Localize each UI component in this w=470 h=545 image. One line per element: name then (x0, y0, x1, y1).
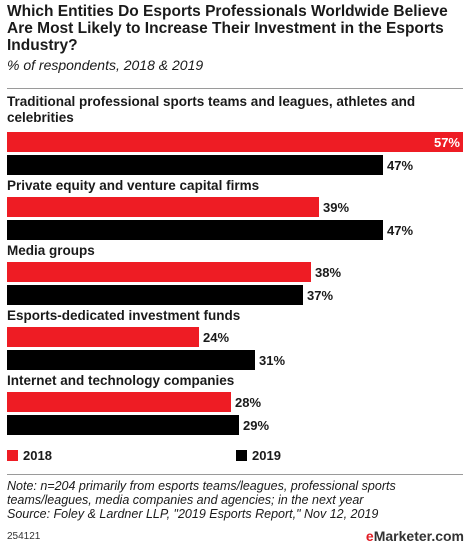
bar-chart: Traditional professional sports teams an… (7, 94, 463, 463)
data-label: 57% (434, 135, 460, 150)
chart-title: Which Entities Do Esports Professionals … (7, 3, 448, 54)
legend-swatch-2019 (236, 450, 247, 461)
legend-label-2019: 2019 (252, 448, 281, 463)
data-label: 47% (387, 223, 413, 238)
bar-2019-3 (7, 285, 303, 305)
legend-label-2018: 2018 (23, 448, 52, 463)
legend-swatch-2018 (7, 450, 18, 461)
bar-2018-4 (7, 327, 199, 347)
category-label: Esports-dedicated investment funds (7, 308, 240, 323)
bar-2018-3 (7, 262, 311, 282)
bar-2018-2 (7, 197, 319, 217)
data-label: 39% (323, 200, 349, 215)
data-label: 38% (315, 265, 341, 280)
bar-2019-2 (7, 220, 383, 240)
bottom-divider (7, 474, 463, 475)
bar-2018-5 (7, 392, 231, 412)
data-label: 28% (235, 395, 261, 410)
chart-subtitle: % of respondents, 2018 & 2019 (7, 57, 204, 73)
source-text: Source: Foley & Lardner LLP, "2019 Espor… (7, 507, 379, 521)
chart-id: 254121 (7, 531, 41, 542)
bar-2019-5 (7, 415, 239, 435)
category-label: Private equity and venture capital firms (7, 178, 259, 193)
emarketer-logo: eMarketer.com (365, 528, 464, 544)
note-text: Note: n=204 primarily from esports teams… (7, 479, 396, 507)
bar-2019-4 (7, 350, 255, 370)
category-label: Media groups (7, 243, 95, 258)
data-label: 37% (307, 288, 333, 303)
data-label: 47% (387, 158, 413, 173)
category-label: Traditional professional sports teams an… (7, 94, 415, 125)
category-label: Internet and technology companies (7, 373, 234, 388)
bar-2018-1 (7, 132, 463, 152)
data-label: 24% (203, 330, 229, 345)
data-label: 29% (243, 418, 269, 433)
top-divider (7, 88, 463, 89)
data-label: 31% (259, 353, 285, 368)
bar-2019-1 (7, 155, 383, 175)
chart-footnote: Note: n=204 primarily from esports teams… (7, 479, 465, 521)
